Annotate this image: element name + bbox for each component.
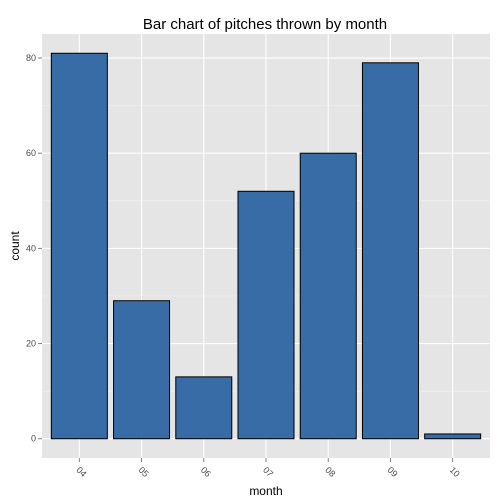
x-tick-label: 07	[261, 465, 275, 479]
y-tick-label: 40	[26, 243, 36, 253]
bars	[50, 52, 482, 440]
x-tick-label: 09	[385, 465, 399, 479]
x-tick-label: 05	[137, 465, 151, 479]
bar-05	[113, 300, 171, 440]
y-axis-ticks: 0 20 40 60 80	[26, 53, 42, 444]
x-tick-label: 06	[199, 465, 213, 479]
bar-10	[424, 433, 482, 440]
y-tick-label: 60	[26, 148, 36, 158]
y-tick-label: 0	[31, 434, 36, 444]
bar-08	[299, 152, 357, 440]
y-tick-label: 20	[26, 339, 36, 349]
x-tick-label: 08	[323, 465, 337, 479]
y-tick-label: 80	[26, 53, 36, 63]
bar-04	[50, 52, 108, 440]
x-tick-label: 10	[448, 465, 462, 479]
x-axis-title: month	[249, 484, 282, 498]
chart-title: Bar chart of pitches thrown by month	[143, 16, 387, 33]
x-axis-ticks: 04 05 06 07 08 09 10	[74, 458, 462, 479]
x-tick-label: 04	[74, 465, 88, 479]
y-axis-title: count	[8, 231, 22, 261]
bar-06	[175, 376, 233, 440]
bar-07	[237, 190, 295, 440]
bar-09	[361, 62, 419, 440]
